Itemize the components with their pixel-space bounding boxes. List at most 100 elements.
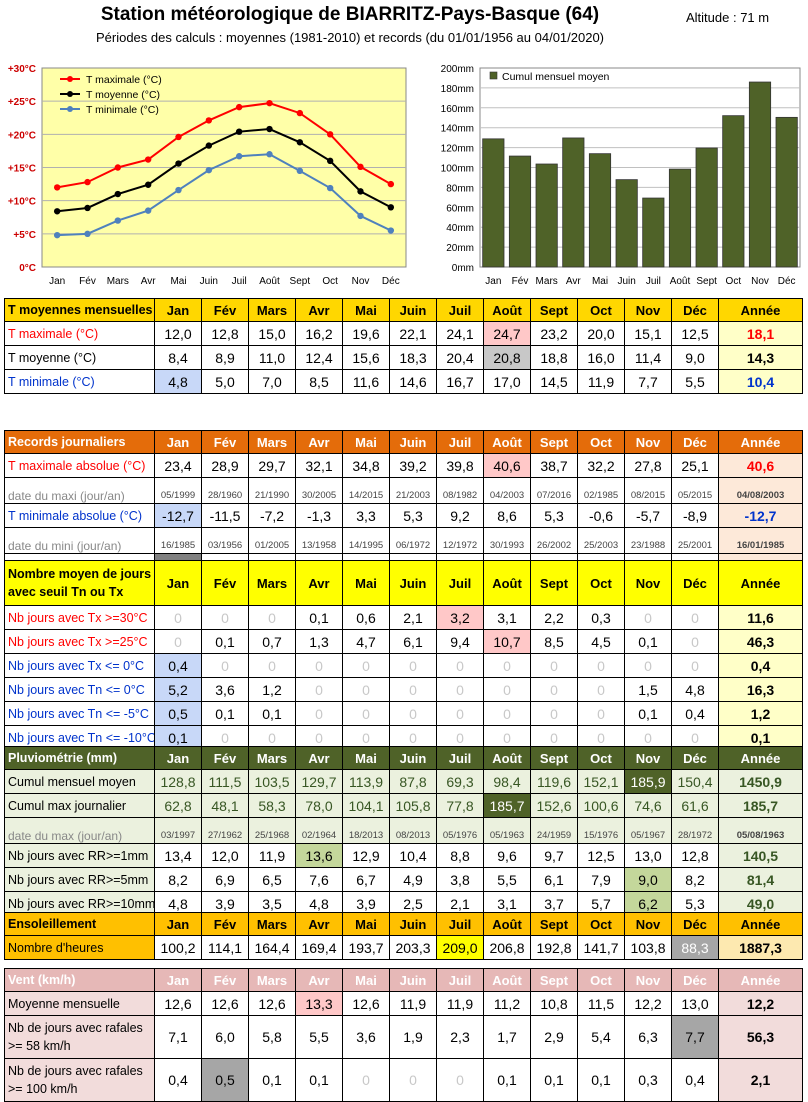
data-point bbox=[296, 109, 304, 117]
data-row: Nb jours avec Tx >=30°C 0 0 0 0,1 0,6 2,1 3,2 3,… bbox=[4, 605, 803, 630]
value-cell: 34,8 bbox=[342, 453, 390, 478]
value-cell: 6,9 bbox=[201, 867, 249, 892]
value-cell: 18,3 bbox=[389, 345, 437, 370]
value-cell: 0 bbox=[248, 605, 296, 630]
month-header: Août bbox=[483, 430, 531, 454]
value-cell: 0 bbox=[295, 653, 343, 678]
data-point bbox=[114, 217, 122, 224]
value-cell: -5,7 bbox=[624, 503, 672, 528]
month-header: Juil bbox=[436, 912, 484, 936]
data-point bbox=[84, 178, 91, 186]
row-label: Nb jours avec Tx <= 0°C bbox=[4, 653, 155, 678]
value-cell: 119,6 bbox=[530, 769, 578, 794]
legend-label: T minimale (°C) bbox=[86, 104, 159, 116]
value-cell: -11,5 bbox=[201, 503, 249, 528]
value-cell: 5,0 bbox=[201, 369, 249, 394]
value-cell: 0 bbox=[577, 653, 625, 678]
annee-header: Année bbox=[718, 912, 803, 936]
data-row: T minimale absolue (°C) -12,7 -11,5 -7,2 -1,… bbox=[4, 503, 803, 528]
data-point bbox=[235, 153, 243, 160]
month-header: Mai bbox=[342, 430, 390, 454]
data-row: Nb jours avec Tn <= -10°C 0,1 0 0 0 0 0 0 0 0 0 0 0 0… bbox=[4, 725, 803, 750]
month-header: Mars bbox=[248, 560, 296, 606]
x-tick-label: Juil bbox=[646, 276, 661, 287]
value-cell: 12,8 bbox=[671, 843, 719, 868]
value-cell: 20,0 bbox=[577, 321, 625, 346]
value-cell: 0 bbox=[389, 1058, 437, 1102]
y-tick-label: +5°C bbox=[13, 230, 36, 241]
annee-cell: 1450,9 bbox=[718, 769, 803, 794]
value-cell: 11,9 bbox=[389, 991, 437, 1016]
value-cell: 1,5 bbox=[624, 677, 672, 702]
data-row: T minimale (°C) 4,8 5,0 7,0 8,5 11,6 14,6 16,7 1… bbox=[4, 369, 803, 394]
annee-cell: 18,1 bbox=[718, 321, 803, 346]
value-cell: 3,9 bbox=[201, 891, 249, 916]
value-cell: 10,4 bbox=[389, 843, 437, 868]
value-cell: 0 bbox=[577, 701, 625, 726]
value-cell: 13,6 bbox=[295, 843, 343, 868]
value-cell: 3,8 bbox=[436, 867, 484, 892]
data-row: Nb jours avec Tn <= 0°C 5,2 3,6 1,2 0 0 0 0 0 0 0 1… bbox=[4, 677, 803, 702]
row-label: date du max (jour/an) bbox=[4, 817, 155, 844]
value-cell: 4,9 bbox=[389, 867, 437, 892]
data-point bbox=[53, 231, 61, 239]
month-header: Fév bbox=[201, 912, 249, 936]
month-header: Juil bbox=[436, 968, 484, 992]
value-cell: 74,6 bbox=[624, 793, 672, 818]
data-point bbox=[235, 128, 243, 135]
value-cell: 12,0 bbox=[154, 321, 202, 346]
value-cell: 14,6 bbox=[389, 369, 437, 394]
value-cell: 12,5 bbox=[577, 843, 625, 868]
date-cell: 03/1997 bbox=[154, 817, 202, 844]
date-cell: 02/1985 bbox=[577, 477, 625, 504]
date-cell: 26/2002 bbox=[530, 527, 578, 554]
date-cell: 12/1972 bbox=[436, 527, 484, 554]
month-header: Avr bbox=[295, 430, 343, 454]
annee-date-cell: 05/08/1963 bbox=[718, 817, 803, 844]
value-cell: 209,0 bbox=[436, 935, 484, 960]
month-header: Sept bbox=[530, 746, 578, 770]
section-title: Pluviométrie (mm) bbox=[4, 746, 155, 770]
month-header: Mars bbox=[248, 746, 296, 770]
date-cell: 06/1972 bbox=[389, 527, 437, 554]
value-cell: 28,9 bbox=[201, 453, 249, 478]
date-cell: 08/2015 bbox=[624, 477, 672, 504]
value-cell: 18,8 bbox=[530, 345, 578, 370]
value-cell: 17,0 bbox=[483, 369, 531, 394]
date-cell: 02/1964 bbox=[295, 817, 343, 844]
x-tick-label: Mars bbox=[107, 276, 129, 287]
x-tick-label: Juil bbox=[232, 276, 247, 287]
row-label: Nb jours avec RR>=1mm bbox=[4, 843, 155, 868]
value-cell: 77,8 bbox=[436, 793, 484, 818]
value-cell: 39,8 bbox=[436, 453, 484, 478]
page-title: Station météorologique de BIARRITZ-Pays-… bbox=[100, 4, 600, 25]
annee-cell: 0,4 bbox=[718, 653, 803, 678]
value-cell: 193,7 bbox=[342, 935, 390, 960]
row-label: T minimale (°C) bbox=[4, 369, 155, 394]
month-header: Juil bbox=[436, 560, 484, 606]
row-label: date du mini (jour/an) bbox=[4, 527, 155, 554]
value-cell: 5,5 bbox=[483, 867, 531, 892]
x-tick-label: Déc bbox=[382, 276, 400, 287]
bar bbox=[722, 115, 745, 268]
data-point bbox=[326, 184, 334, 192]
data-row: Moyenne mensuelle 12,6 12,6 12,6 13,3 12,6 11,… bbox=[4, 991, 803, 1016]
value-cell: 19,6 bbox=[342, 321, 390, 346]
value-cell: 6,1 bbox=[530, 867, 578, 892]
value-cell: 0 bbox=[248, 653, 296, 678]
value-cell: 0,3 bbox=[624, 1058, 672, 1102]
date-cell: 14/2015 bbox=[342, 477, 390, 504]
annee-header: Année bbox=[718, 430, 803, 454]
month-header: Mai bbox=[342, 968, 390, 992]
data-point bbox=[387, 180, 395, 188]
date-cell: 13/1958 bbox=[295, 527, 343, 554]
value-cell: 100,2 bbox=[154, 935, 202, 960]
date-cell: 28/1960 bbox=[201, 477, 249, 504]
value-cell: 6,5 bbox=[248, 867, 296, 892]
value-cell: 0,1 bbox=[248, 701, 296, 726]
y-tick-label: +10°C bbox=[8, 197, 36, 208]
month-header: Oct bbox=[577, 430, 625, 454]
date-cell: 30/1993 bbox=[483, 527, 531, 554]
date-cell: 21/1990 bbox=[248, 477, 296, 504]
x-tick-label: Mai bbox=[592, 276, 608, 287]
